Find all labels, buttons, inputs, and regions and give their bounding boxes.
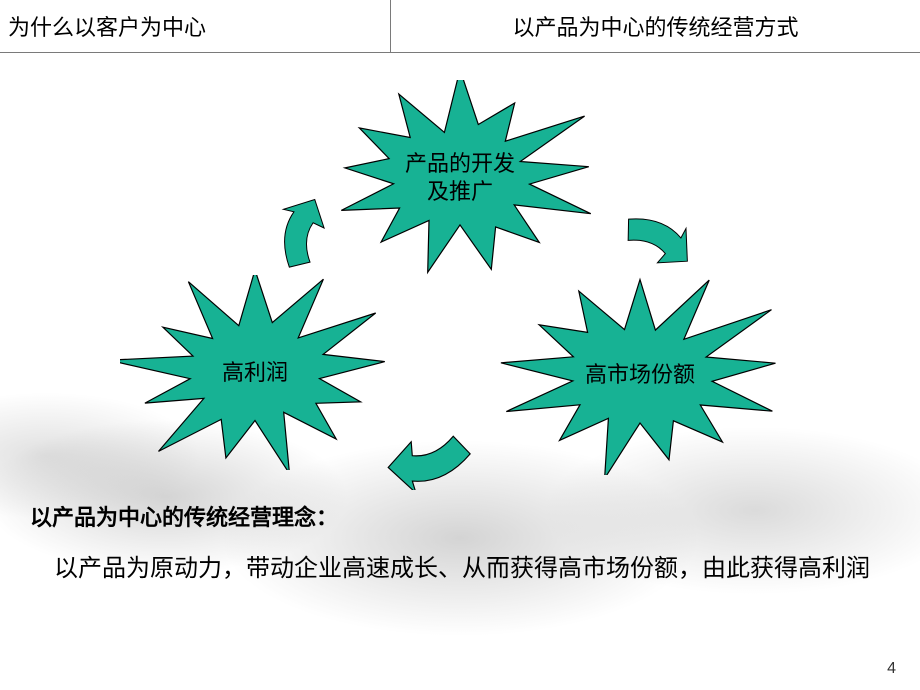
body-text-block: 以产品为中心的传统经营理念： 以产品为原动力，带动企业高速成长、从而获得高市场份…	[30, 500, 890, 588]
page-number: 4	[887, 660, 896, 678]
header-right-title: 以产品为中心的传统经营方式	[391, 0, 920, 52]
arrow-right-to-left	[386, 431, 471, 490]
cycle-diagram: 产品的开发 及推广 高市场份额 高利润	[0, 60, 920, 490]
slide-header: 为什么以客户为中心 以产品为中心的传统经营方式	[0, 0, 920, 52]
slide-page: 为什么以客户为中心 以产品为中心的传统经营方式 产品的开发 及推广 高市场份额	[0, 0, 920, 690]
body-heading: 以产品为中心的传统经营理念：	[30, 500, 890, 532]
header-underline	[0, 52, 920, 53]
header-left-title: 为什么以客户为中心	[0, 0, 390, 52]
cycle-arrows	[0, 60, 920, 490]
body-paragraph: 以产品为原动力，带动企业高速成长、从而获得高市场份额，由此获得高利润	[30, 550, 890, 588]
arrow-left-to-top	[258, 188, 341, 275]
arrow-top-to-right	[618, 195, 703, 282]
